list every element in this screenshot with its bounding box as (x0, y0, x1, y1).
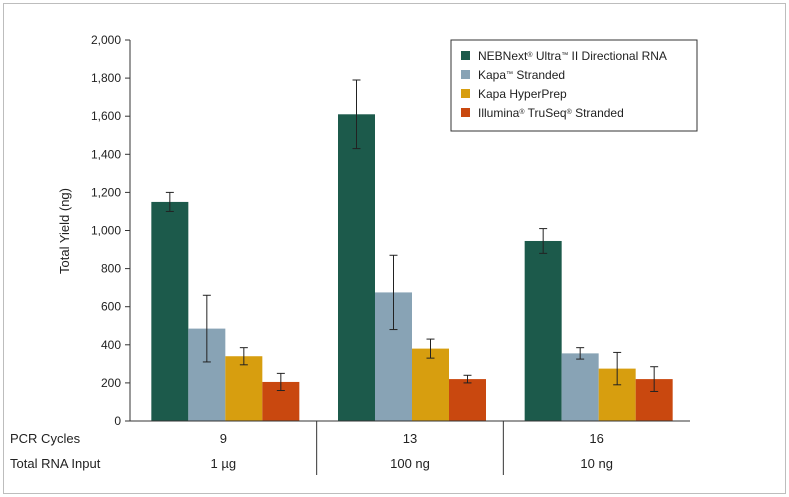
legend: NEBNext® Ultra™ II Directional RNA Kapa™ … (450, 39, 698, 132)
bar (561, 353, 599, 421)
rna-input-label: 100 ng (390, 456, 430, 471)
y-tick-label: 0 (114, 414, 121, 428)
row-header: Total RNA Input (10, 456, 101, 471)
y-axis-label: Total Yield (ng) (57, 188, 72, 274)
legend-label: NEBNext® Ultra™ II Directional RNA (478, 49, 667, 63)
bar (225, 356, 263, 421)
bars (151, 79, 673, 422)
rna-input-label: 10 ng (580, 456, 613, 471)
bar (151, 201, 189, 421)
x-axis: PCR Cycles Total RNA Input 9 1 µg 13 100 ng 16… (10, 420, 690, 475)
y-tick-label: 2,000 (91, 33, 121, 47)
rna-input-label: 1 µg (211, 456, 237, 471)
y-tick-label: 1,200 (91, 185, 121, 199)
bar (449, 379, 486, 421)
pcr-cycles-label: 13 (403, 431, 417, 446)
y-tick-label: 1,800 (91, 71, 121, 85)
y-tick-label: 1,600 (91, 109, 121, 123)
bar (338, 114, 375, 422)
y-tick-label: 1,400 (91, 147, 121, 161)
bar (524, 240, 562, 421)
row-header: PCR Cycles (10, 431, 81, 446)
legend-box (450, 39, 698, 132)
bar (412, 348, 449, 421)
legend-swatch (461, 108, 470, 117)
legend-swatch (461, 70, 470, 79)
legend-swatch (461, 51, 470, 60)
pcr-cycles-label: 16 (589, 431, 603, 446)
legend-swatch (461, 89, 470, 98)
y-tick-label: 600 (101, 300, 121, 314)
legend-label: Kapa™ Stranded (478, 68, 565, 82)
y-tick-label: 800 (101, 262, 121, 276)
pcr-cycles-label: 9 (220, 431, 227, 446)
y-tick-label: 200 (101, 376, 121, 390)
legend-label: Kapa HyperPrep (478, 87, 567, 101)
chart-frame (3, 3, 786, 494)
y-axis: 0 200 400 600 800 1,000 1,200 1,400 1,600 1,800 2,… (91, 33, 131, 428)
y-tick-label: 400 (101, 338, 121, 352)
y-tick-label: 1,000 (91, 224, 121, 238)
legend-label: Illumina® TruSeq® Stranded (478, 106, 624, 120)
